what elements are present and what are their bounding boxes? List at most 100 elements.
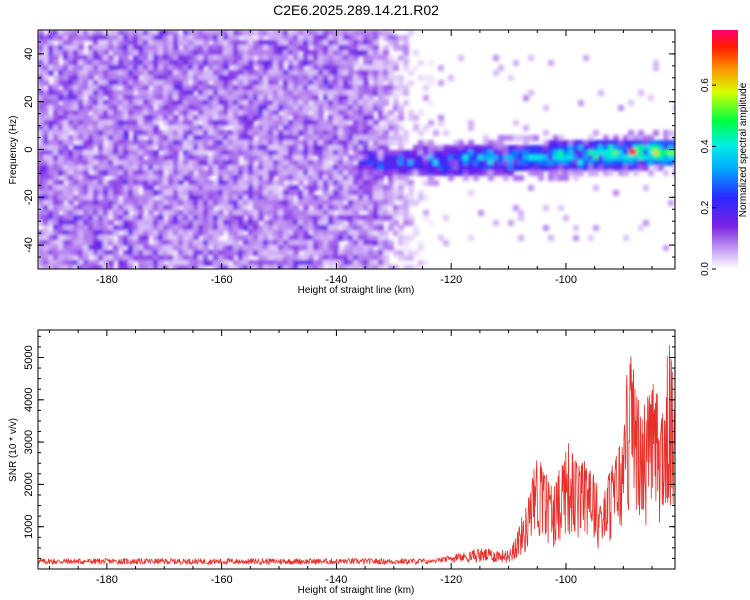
heatmap-cell [288, 90, 294, 96]
heatmap-cell [168, 185, 174, 191]
heatmap-cell [218, 120, 224, 126]
heatmap-cell [143, 140, 149, 146]
heatmap-cell [188, 95, 194, 101]
heatmap-cell [168, 85, 174, 91]
heatmap-cell [218, 230, 224, 236]
heatmap-cell [213, 70, 219, 76]
heatmap-cell [233, 70, 239, 76]
heatmap-cell [103, 215, 109, 221]
heatmap-cell [83, 255, 89, 261]
heatmap-cell [353, 225, 359, 231]
heatmap-cell [243, 40, 249, 46]
heatmap-cell [63, 135, 69, 141]
heatmap-cell [338, 35, 344, 41]
heatmap-cell [103, 185, 109, 191]
heatmap-cell [63, 130, 69, 136]
heatmap-cell [248, 90, 254, 96]
heatmap-cell [308, 155, 314, 161]
heatmap-cell [333, 130, 339, 136]
heatmap-cell [513, 175, 519, 181]
heatmap-cell [243, 160, 249, 166]
heatmap-cell [398, 210, 404, 216]
heatmap-cell [373, 190, 379, 196]
heatmap-cell [313, 195, 319, 201]
heatmap-cell [443, 155, 449, 161]
heatmap-cell [348, 235, 354, 241]
heatmap-cell [343, 60, 349, 66]
heatmap-cell [108, 35, 114, 41]
heatmap-cell [83, 110, 89, 116]
heatmap-cell [143, 45, 149, 51]
heatmap-cell [58, 110, 64, 116]
heatmap-cell [98, 140, 104, 146]
heatmap-cell [58, 260, 64, 266]
heatmap-cell [338, 235, 344, 241]
heatmap-cell [423, 85, 429, 91]
heatmap-cell [118, 130, 124, 136]
heatmap-cell [393, 35, 399, 41]
heatmap-cell [343, 145, 349, 151]
heatmap-cell [168, 30, 174, 36]
heatmap-cell [158, 110, 164, 116]
heatmap-cell [663, 245, 669, 251]
heatmap-cell [108, 195, 114, 201]
heatmap-cell [158, 90, 164, 96]
heatmap-cell [423, 75, 429, 81]
heatmap-cell [418, 150, 424, 156]
heatmap-cell [333, 230, 339, 236]
heatmap-cell [193, 105, 199, 111]
heatmap-x-tick-label: -140 [325, 274, 347, 286]
heatmap-cell [213, 100, 219, 106]
heatmap-cell [43, 135, 49, 141]
heatmap-cell [303, 105, 309, 111]
heatmap-cell [378, 215, 384, 221]
heatmap-cell [553, 140, 559, 146]
heatmap-cell [373, 220, 379, 226]
heatmap-cell [38, 40, 44, 46]
heatmap-cell [208, 200, 214, 206]
heatmap-cell [368, 250, 374, 256]
heatmap-cell [388, 210, 394, 216]
heatmap-cell [513, 145, 519, 151]
heatmap-cell [348, 265, 354, 269]
heatmap-cell [173, 75, 179, 81]
heatmap-cell [63, 145, 69, 151]
heatmap-cell [328, 65, 334, 71]
heatmap-cell [338, 70, 344, 76]
heatmap-cell [268, 65, 274, 71]
heatmap-cell [583, 140, 589, 146]
heatmap-cell [348, 115, 354, 121]
heatmap-cell [128, 110, 134, 116]
heatmap-cell [263, 45, 269, 51]
heatmap-cell [308, 195, 314, 201]
heatmap-cell [83, 245, 89, 251]
heatmap-cell [368, 225, 374, 231]
heatmap-cell [263, 105, 269, 111]
heatmap-cell [103, 165, 109, 171]
heatmap-cell [288, 225, 294, 231]
heatmap-cell [263, 180, 269, 186]
heatmap-cell [413, 50, 419, 56]
heatmap-cell [83, 75, 89, 81]
heatmap-cell [403, 255, 409, 261]
heatmap-cell [68, 210, 74, 216]
heatmap-cell [133, 170, 139, 176]
heatmap-cell [273, 160, 279, 166]
heatmap-cell [568, 155, 574, 161]
heatmap-cell [318, 215, 324, 221]
heatmap-cell [108, 100, 114, 106]
heatmap-cell [48, 245, 54, 251]
heatmap-cell [343, 195, 349, 201]
heatmap-cell [263, 145, 269, 151]
heatmap-cell [283, 240, 289, 246]
heatmap-cell [628, 130, 634, 136]
heatmap-cell [53, 190, 59, 196]
heatmap-cell [363, 260, 369, 266]
heatmap-cell [518, 135, 524, 141]
heatmap-cell [298, 75, 304, 81]
heatmap-cell [348, 225, 354, 231]
heatmap-cell [233, 150, 239, 156]
heatmap-cell [493, 165, 499, 171]
heatmap-cell [153, 80, 159, 86]
heatmap-cell [53, 30, 59, 36]
